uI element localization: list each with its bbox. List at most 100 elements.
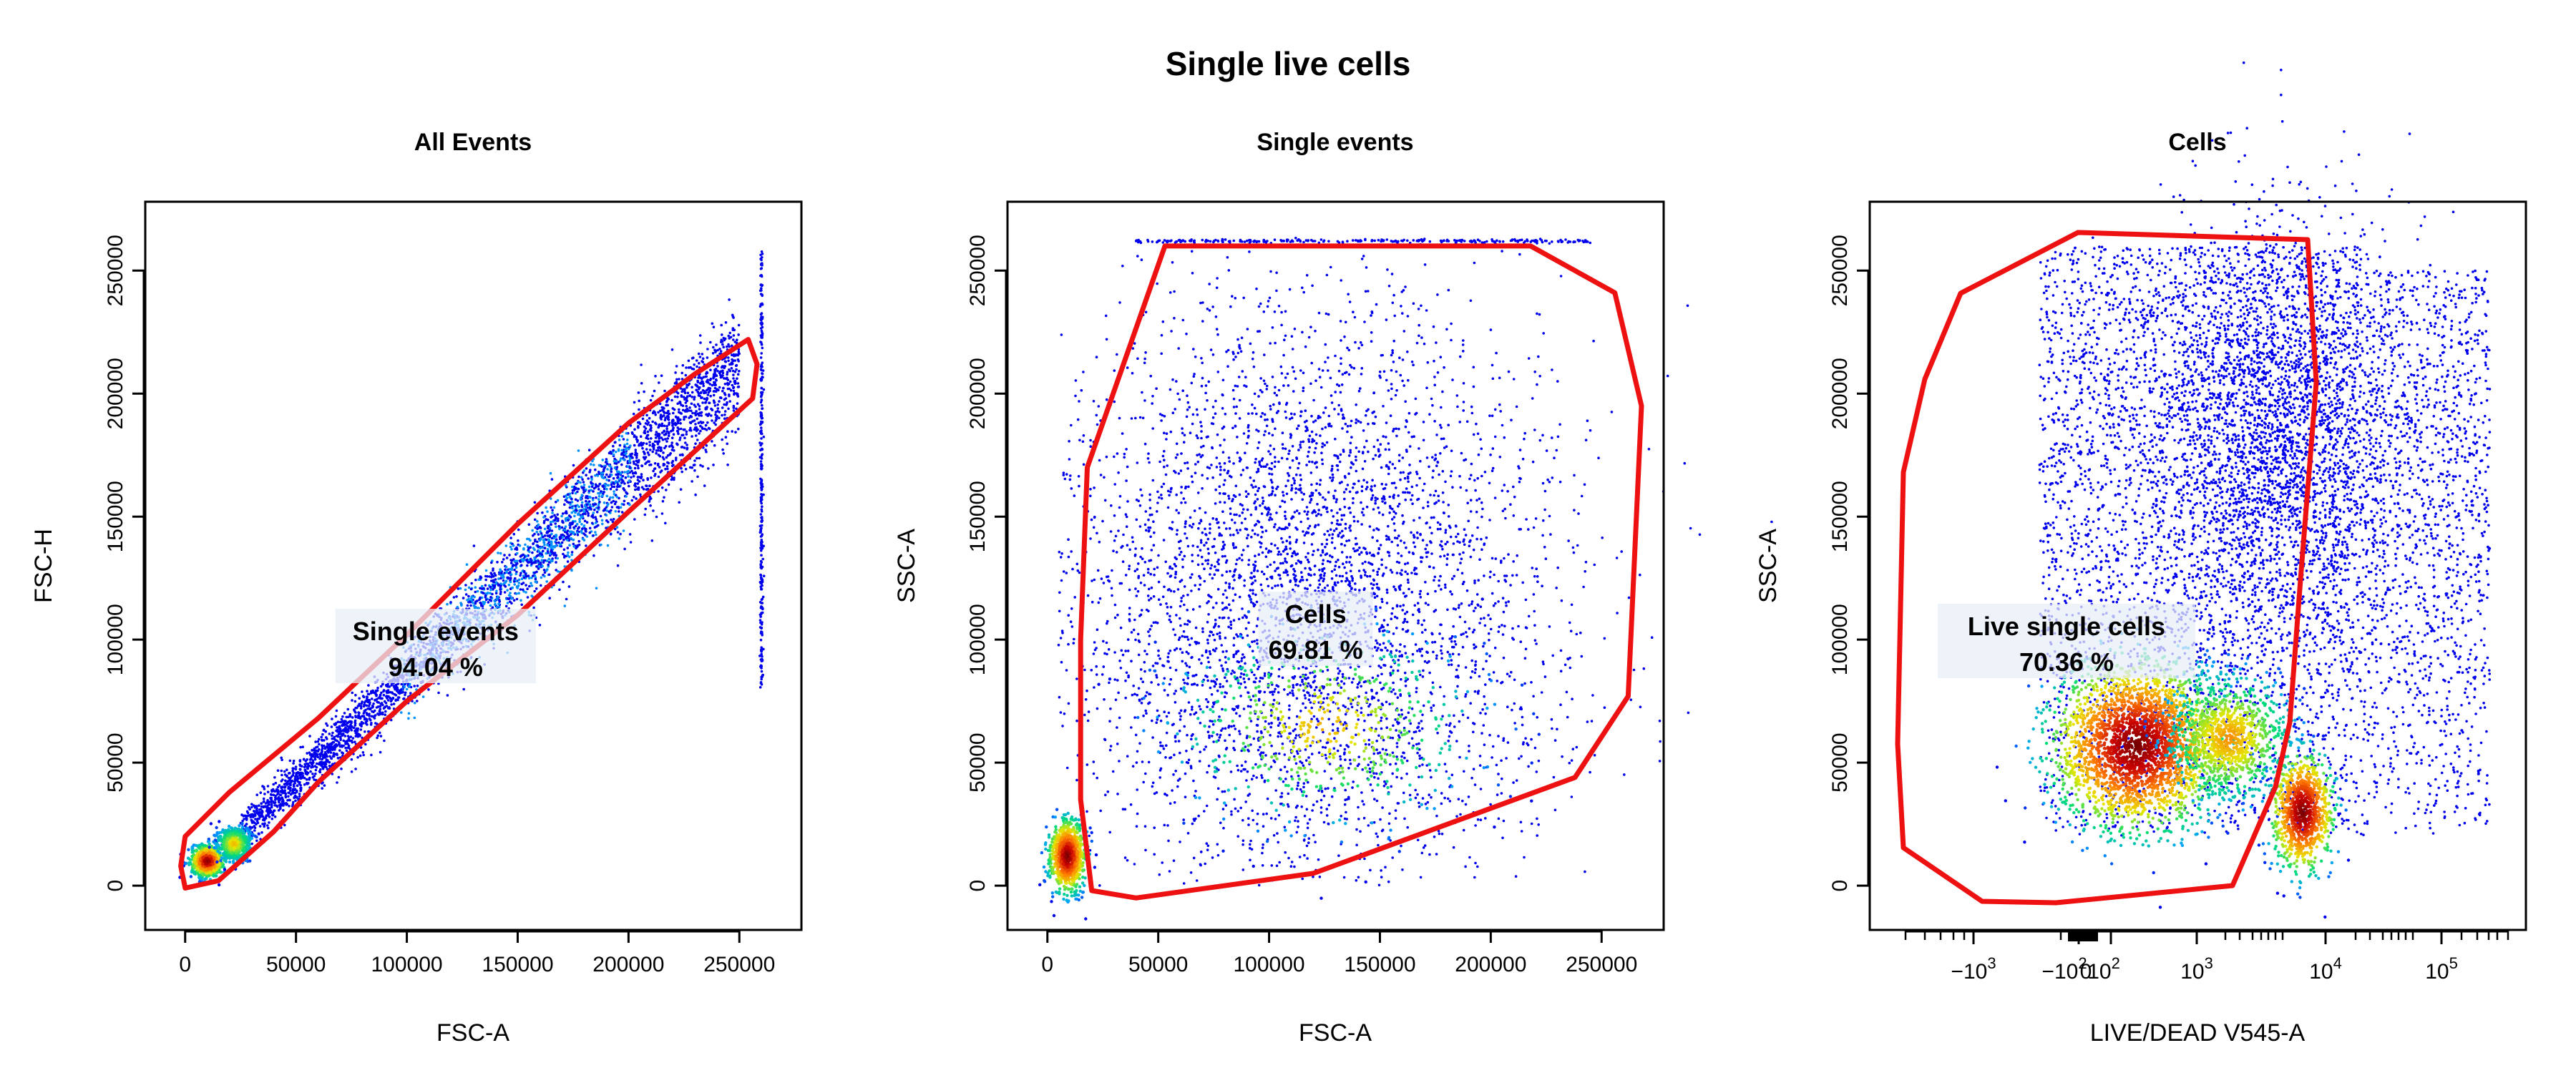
- data-point: [301, 745, 305, 748]
- data-point: [652, 509, 655, 512]
- data-point: [250, 821, 254, 824]
- data-point: [520, 603, 523, 607]
- data-point: [643, 451, 646, 455]
- data-point: [330, 725, 333, 728]
- data-point: [467, 586, 471, 589]
- data-point: [692, 368, 696, 371]
- data-point: [308, 751, 311, 754]
- data-point: [624, 476, 628, 479]
- data-point: [407, 712, 411, 715]
- data-point: [338, 727, 342, 730]
- data-point: [732, 404, 736, 408]
- data-point: [511, 586, 514, 589]
- data-point: [566, 560, 570, 563]
- data-point: [712, 373, 716, 377]
- data-point: [728, 345, 731, 348]
- data-point: [712, 346, 715, 349]
- data-point: [505, 557, 509, 559]
- data-point: [620, 511, 624, 514]
- data-point: [671, 424, 674, 427]
- data-point: [555, 501, 557, 504]
- data-point: [676, 420, 680, 423]
- data-point: [566, 536, 569, 539]
- data-point: [315, 762, 318, 765]
- data-point: [731, 361, 734, 365]
- data-point: [595, 484, 598, 487]
- data-point: [298, 773, 301, 776]
- data-point: [733, 380, 736, 383]
- data-point: [558, 527, 561, 531]
- data-point: [527, 561, 531, 564]
- data-point: [685, 405, 688, 408]
- data-point: [551, 511, 554, 514]
- data-point: [464, 588, 467, 592]
- data-point: [509, 600, 512, 603]
- data-point: [704, 423, 708, 427]
- data-point: [266, 790, 270, 793]
- data-point: [446, 602, 449, 606]
- data-point: [728, 298, 731, 301]
- data-point: [532, 572, 536, 574]
- data-point: [724, 397, 728, 400]
- data-point: [484, 596, 487, 599]
- data-point: [636, 482, 640, 485]
- data-point: [645, 461, 648, 464]
- data-point: [554, 534, 557, 536]
- data-point: [328, 749, 332, 752]
- data-point: [294, 779, 298, 782]
- data-point: [364, 743, 367, 746]
- data-point: [646, 451, 650, 454]
- data-point: [550, 529, 554, 532]
- panel-all-events: All Events Single events 94.04 % 0 50000 1…: [30, 129, 803, 1047]
- data-point: [311, 753, 315, 757]
- data-point: [653, 389, 656, 393]
- data-point: [504, 565, 508, 569]
- data-point: [707, 467, 710, 470]
- data-point: [524, 543, 527, 547]
- data-point: [353, 722, 357, 725]
- data-point: [358, 717, 362, 720]
- data-point: [446, 694, 449, 697]
- data-point: [582, 469, 586, 472]
- data-point: [672, 411, 675, 415]
- data-point: [732, 386, 736, 389]
- data-point: [727, 334, 730, 338]
- data-point: [192, 853, 195, 856]
- data-point: [696, 456, 698, 460]
- data-point: [552, 506, 556, 509]
- data-point: [338, 725, 341, 728]
- data-point: [599, 514, 602, 518]
- data-point: [543, 543, 546, 547]
- data-point: [286, 774, 288, 778]
- data-point: [610, 501, 613, 504]
- data-point: [369, 701, 371, 705]
- data-point: [479, 602, 482, 604]
- data-point: [681, 408, 685, 412]
- data-point: [350, 770, 353, 773]
- data-point: [556, 513, 559, 516]
- data-point: [276, 785, 280, 789]
- data-point: [495, 605, 499, 609]
- data-point: [680, 371, 683, 375]
- data-point: [580, 505, 584, 509]
- data-point: [546, 534, 550, 537]
- data-point: [595, 525, 598, 528]
- data-point: [330, 757, 333, 760]
- data-point: [718, 386, 721, 389]
- data-point: [665, 456, 668, 459]
- data-point: [208, 851, 211, 855]
- data-point: [571, 506, 574, 510]
- data-point: [653, 440, 657, 444]
- data-point: [569, 503, 572, 506]
- data-point: [555, 542, 558, 544]
- data-point: [490, 561, 493, 564]
- data-point: [245, 810, 249, 813]
- data-point: [346, 743, 349, 745]
- data-point: [706, 406, 708, 408]
- data-point: [288, 759, 292, 763]
- data-point: [508, 554, 511, 557]
- data-point: [736, 377, 738, 380]
- data-point: [678, 436, 682, 439]
- data-point: [736, 338, 738, 342]
- data-point: [366, 699, 370, 702]
